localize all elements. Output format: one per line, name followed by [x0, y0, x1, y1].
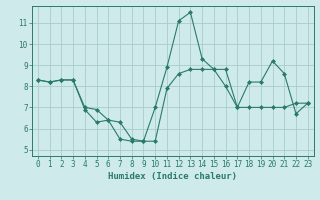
X-axis label: Humidex (Indice chaleur): Humidex (Indice chaleur) [108, 172, 237, 181]
